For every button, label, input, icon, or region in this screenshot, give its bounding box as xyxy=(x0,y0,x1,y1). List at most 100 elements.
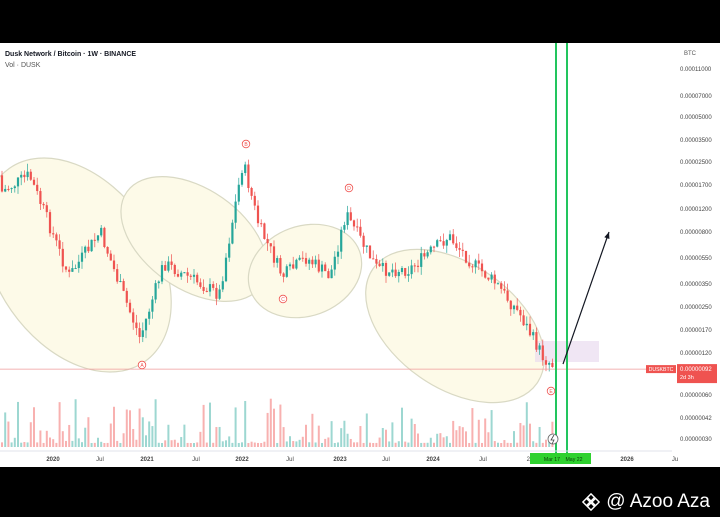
volume-bar xyxy=(196,442,199,447)
volume-bar xyxy=(17,401,19,447)
candle-body xyxy=(477,260,480,264)
volume-bar xyxy=(298,439,301,447)
candle-body xyxy=(474,260,477,268)
candle-body xyxy=(378,263,381,267)
candle-body xyxy=(311,259,314,265)
volume-bar xyxy=(337,442,339,447)
candle-body xyxy=(218,289,221,299)
volume-bar xyxy=(269,398,272,447)
volume-bar xyxy=(353,442,355,447)
volume-bar xyxy=(221,441,224,447)
volume-bar xyxy=(74,399,77,447)
volume-label[interactable]: Vol · DUSK xyxy=(5,62,41,69)
candle-body xyxy=(509,300,512,310)
y-tick-label: 0.00000060 xyxy=(680,393,712,399)
x-tick-label: 2021 xyxy=(140,457,154,463)
candle-body xyxy=(144,318,148,331)
volume-bar xyxy=(157,442,160,447)
candle-body xyxy=(45,205,48,213)
volume-bar xyxy=(445,436,448,447)
volume-bar xyxy=(36,442,39,447)
volume-bar xyxy=(506,442,509,447)
candle-body xyxy=(87,246,90,252)
volume-bar xyxy=(39,430,42,447)
candle-body xyxy=(295,259,298,269)
candle-body xyxy=(253,195,256,206)
volume-bar xyxy=(1,442,3,447)
volume-bar xyxy=(90,442,93,447)
candle-body xyxy=(176,274,180,277)
volume-bar xyxy=(4,412,7,447)
volume-bar xyxy=(97,437,99,447)
candle-body xyxy=(381,262,384,267)
candle-body xyxy=(221,281,224,290)
candle-body xyxy=(128,302,132,313)
candle-body xyxy=(346,212,349,226)
x-tick-label: 2020 xyxy=(46,457,60,463)
candle-body xyxy=(439,240,442,242)
volume-bar xyxy=(279,404,282,447)
candle-body xyxy=(215,287,218,299)
candle-body xyxy=(336,251,340,257)
volume-bar xyxy=(250,441,253,447)
candle-body xyxy=(308,259,311,264)
volume-bar xyxy=(513,431,515,447)
volume-bar xyxy=(42,442,45,447)
candle-body xyxy=(109,253,112,261)
volume-bar xyxy=(244,400,247,447)
candle-body xyxy=(29,171,32,180)
volume-bar xyxy=(263,441,266,447)
candle-body xyxy=(404,267,407,276)
volume-bar xyxy=(20,442,23,447)
candle-body xyxy=(480,263,484,272)
candle-body xyxy=(148,311,151,319)
candle-body xyxy=(410,265,413,275)
candle-body xyxy=(304,258,308,264)
volume-bar xyxy=(391,422,394,447)
volume-bar xyxy=(93,442,96,447)
projection-arrow xyxy=(562,231,610,365)
y-tick-label: 0.00001700 xyxy=(680,183,712,189)
candle-body xyxy=(368,245,372,259)
volume-bar xyxy=(401,407,403,447)
volume-bar xyxy=(407,442,410,447)
candle-body xyxy=(516,305,519,310)
volume-bar xyxy=(113,406,115,447)
volume-bar xyxy=(154,399,157,447)
candle-body xyxy=(100,227,103,236)
axis-unit[interactable]: BTC xyxy=(684,51,696,57)
candle-body xyxy=(183,272,186,274)
candle-body xyxy=(20,174,23,178)
volume-bar xyxy=(455,430,458,447)
candle-body xyxy=(394,269,397,277)
candle-body xyxy=(125,290,128,303)
volume-bar xyxy=(212,442,215,447)
symbol-title[interactable]: Dusk Network / Bitcoin · 1W · BINANCE xyxy=(5,51,137,58)
candle-body xyxy=(32,179,36,185)
volume-bar xyxy=(365,413,368,447)
price-tag xyxy=(677,364,717,384)
volume-bar xyxy=(186,442,189,447)
y-tick-label: 0.00003500 xyxy=(680,138,712,144)
ticker-label: DUSKBTC xyxy=(649,367,674,373)
volume-bar xyxy=(231,442,234,447)
candle-body xyxy=(352,220,356,227)
volume-bar xyxy=(487,432,490,447)
candles xyxy=(0,159,554,372)
volume-bar xyxy=(429,437,432,447)
x-tick-label: Jul xyxy=(479,457,487,463)
candle-body xyxy=(282,273,285,277)
volume-bar xyxy=(285,441,288,447)
volume-bar xyxy=(477,419,480,447)
volume-bar xyxy=(375,442,378,447)
candle-body xyxy=(173,264,176,275)
candle-body xyxy=(538,345,541,350)
volume-bar xyxy=(10,442,13,447)
volume-bar xyxy=(237,442,240,447)
candle-body xyxy=(96,235,100,241)
volume-bar xyxy=(260,443,263,447)
candle-body xyxy=(160,265,164,282)
candle-body xyxy=(423,253,426,257)
